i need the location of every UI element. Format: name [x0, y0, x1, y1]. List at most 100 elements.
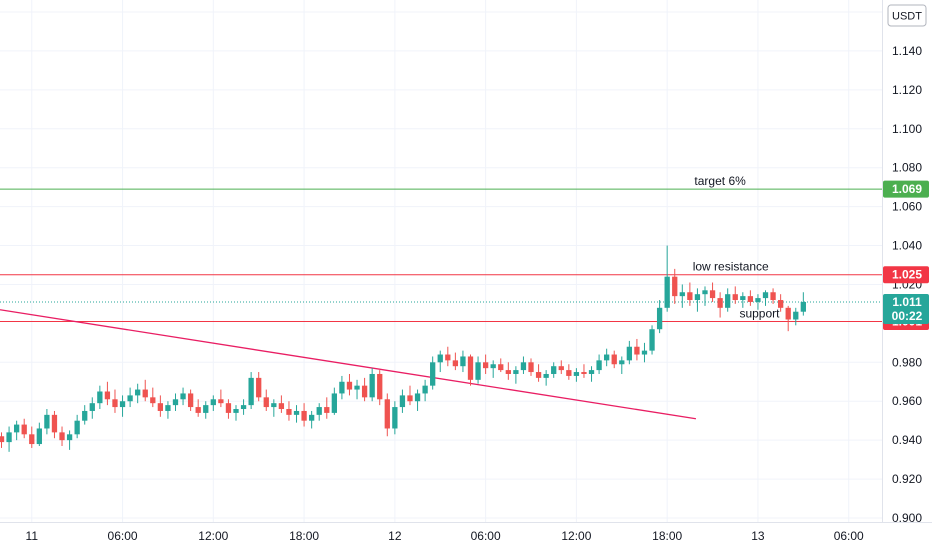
- candle[interactable]: [309, 410, 315, 429]
- candle[interactable]: [588, 366, 595, 382]
- candle[interactable]: [97, 385, 103, 410]
- candle[interactable]: [36, 422, 42, 446]
- candle[interactable]: [793, 307, 799, 326]
- candle[interactable]: [732, 286, 738, 304]
- candle[interactable]: [558, 360, 564, 374]
- candle[interactable]: [225, 399, 232, 419]
- candle[interactable]: [150, 387, 156, 408]
- candle[interactable]: [104, 381, 111, 406]
- candle[interactable]: [339, 375, 345, 400]
- candle[interactable]: [626, 340, 632, 365]
- candle[interactable]: [709, 282, 716, 302]
- candle[interactable]: [324, 397, 330, 419]
- candle[interactable]: [634, 338, 640, 361]
- candle[interactable]: [755, 294, 761, 310]
- candle[interactable]: [89, 397, 95, 419]
- candle[interactable]: [187, 389, 194, 411]
- candle[interactable]: [641, 342, 648, 363]
- candle[interactable]: [414, 389, 421, 411]
- candle[interactable]: [29, 426, 35, 448]
- candle[interactable]: [475, 356, 481, 384]
- candle[interactable]: [195, 399, 201, 417]
- candle[interactable]: [604, 348, 610, 367]
- candle[interactable]: [619, 356, 625, 374]
- candle[interactable]: [293, 405, 300, 423]
- candle[interactable]: [248, 372, 254, 410]
- candle[interactable]: [59, 426, 65, 446]
- candle[interactable]: [785, 305, 791, 332]
- candle[interactable]: [392, 401, 398, 435]
- candle[interactable]: [543, 370, 549, 386]
- candle[interactable]: [278, 395, 285, 413]
- candle[interactable]: [263, 389, 269, 411]
- candle[interactable]: [119, 395, 126, 417]
- candle[interactable]: [694, 288, 701, 312]
- candle[interactable]: [566, 364, 572, 380]
- candle[interactable]: [445, 346, 451, 367]
- candle[interactable]: [687, 282, 693, 306]
- candle[interactable]: [157, 395, 164, 417]
- candle[interactable]: [13, 420, 20, 441]
- candle[interactable]: [112, 389, 118, 413]
- candle[interactable]: [490, 360, 496, 378]
- candle[interactable]: [740, 292, 746, 308]
- candle[interactable]: [331, 387, 337, 415]
- candle[interactable]: [233, 405, 239, 421]
- candle[interactable]: [377, 370, 383, 406]
- candle[interactable]: [649, 325, 655, 355]
- candle[interactable]: [573, 368, 580, 382]
- candle[interactable]: [717, 292, 723, 318]
- candle[interactable]: [777, 294, 784, 312]
- candle[interactable]: [747, 290, 754, 306]
- candle[interactable]: [21, 418, 27, 439]
- candle[interactable]: [66, 430, 73, 450]
- candle[interactable]: [596, 354, 602, 374]
- candle[interactable]: [271, 399, 277, 417]
- candle[interactable]: [399, 389, 406, 413]
- trendline[interactable]: [0, 309, 697, 420]
- candle[interactable]: [165, 401, 171, 419]
- candle[interactable]: [354, 379, 360, 400]
- candle[interactable]: [460, 350, 466, 373]
- candle[interactable]: [725, 288, 731, 312]
- candle[interactable]: [361, 377, 368, 402]
- candle[interactable]: [535, 364, 542, 382]
- candle[interactable]: [240, 399, 247, 415]
- candle[interactable]: [218, 389, 224, 408]
- candle[interactable]: [467, 354, 474, 386]
- price-axis[interactable]: 1.1601.1401.1201.1001.0801.0601.0401.020…: [882, 0, 932, 550]
- candle[interactable]: [437, 350, 443, 373]
- candle[interactable]: [520, 356, 527, 374]
- candle[interactable]: [51, 410, 58, 439]
- candle[interactable]: [203, 401, 209, 419]
- candle[interactable]: [702, 286, 708, 306]
- candle[interactable]: [551, 362, 557, 378]
- candle[interactable]: [142, 379, 148, 402]
- candle[interactable]: [180, 387, 186, 406]
- candle[interactable]: [800, 292, 806, 316]
- candle[interactable]: [482, 354, 489, 374]
- candle[interactable]: [256, 372, 262, 402]
- candle[interactable]: [528, 358, 534, 376]
- candle[interactable]: [422, 379, 428, 402]
- candle[interactable]: [127, 387, 133, 408]
- candle[interactable]: [82, 405, 88, 425]
- candle[interactable]: [210, 395, 216, 411]
- candle[interactable]: [384, 393, 390, 437]
- candle[interactable]: [301, 403, 307, 427]
- candle[interactable]: [770, 288, 776, 304]
- currency-badge[interactable]: USDT: [887, 4, 927, 27]
- candle[interactable]: [44, 409, 50, 435]
- candle[interactable]: [505, 362, 511, 380]
- candle[interactable]: [611, 350, 617, 369]
- candle[interactable]: [513, 366, 519, 384]
- candle[interactable]: [762, 290, 769, 306]
- candle[interactable]: [672, 268, 678, 304]
- candle[interactable]: [0, 432, 5, 448]
- candle[interactable]: [679, 284, 685, 308]
- candle[interactable]: [498, 358, 504, 373]
- candle[interactable]: [369, 368, 375, 402]
- candle[interactable]: [172, 393, 179, 411]
- candle[interactable]: [656, 300, 663, 334]
